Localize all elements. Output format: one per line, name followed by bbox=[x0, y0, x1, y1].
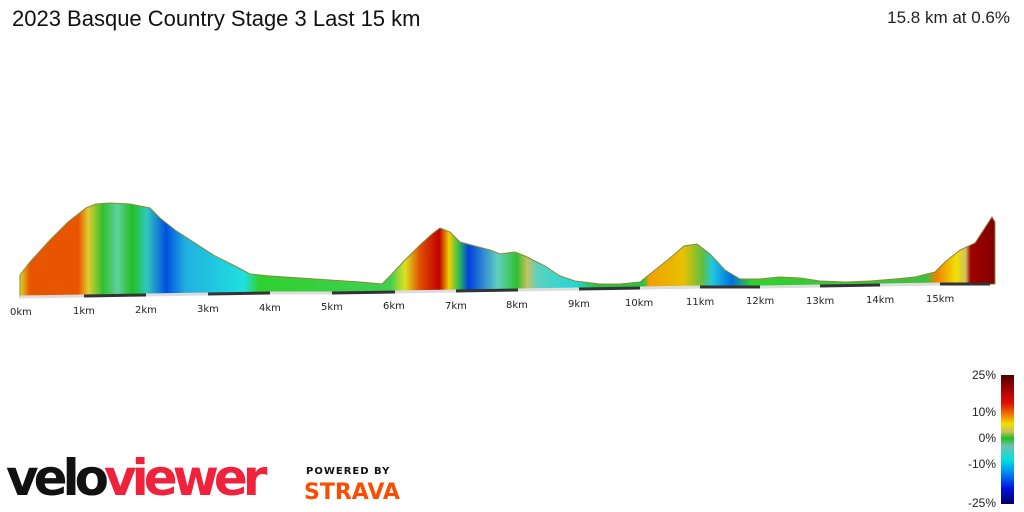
svg-text:5km: 5km bbox=[321, 302, 343, 313]
gradient-color-scale bbox=[1001, 375, 1014, 504]
powered-by-label: POWERED BY bbox=[306, 466, 391, 477]
svg-text:1km: 1km bbox=[73, 306, 95, 317]
route-summary: 15.8 km at 0.6% bbox=[887, 8, 1010, 27]
strava-logo: STRAVA bbox=[304, 480, 400, 505]
svg-text:2km: 2km bbox=[135, 305, 157, 316]
veloviewer-logo: veloviewer bbox=[6, 449, 267, 507]
svg-text:9km: 9km bbox=[568, 299, 590, 310]
legend-label-10: 10% bbox=[971, 405, 996, 419]
svg-text:3km: 3km bbox=[197, 304, 219, 315]
legend-label-minus25: -25% bbox=[967, 496, 996, 510]
legend-label-0: 0% bbox=[978, 431, 996, 445]
x-axis-ticks: 0km 1km 2km 3km 4km 5km 6km 7km 8km 9km … bbox=[10, 294, 954, 318]
svg-text:4km: 4km bbox=[259, 303, 281, 314]
svg-text:14km: 14km bbox=[866, 295, 894, 306]
svg-text:7km: 7km bbox=[445, 301, 467, 312]
distance-baseline bbox=[19, 282, 990, 299]
svg-text:6km: 6km bbox=[383, 301, 405, 312]
svg-text:0km: 0km bbox=[10, 307, 32, 318]
legend-label-25: 25% bbox=[971, 368, 996, 382]
legend-label-minus10: -10% bbox=[967, 457, 996, 471]
svg-text:8km: 8km bbox=[506, 300, 528, 311]
svg-text:12km: 12km bbox=[746, 296, 774, 307]
svg-text:10km: 10km bbox=[625, 298, 653, 309]
elevation-area bbox=[19, 202, 996, 298]
elevation-profile-chart: 0km 1km 2km 3km 4km 5km 6km 7km 8km 9km … bbox=[10, 202, 996, 318]
svg-text:13km: 13km bbox=[806, 296, 834, 307]
page-title: 2023 Basque Country Stage 3 Last 15 km bbox=[12, 6, 421, 31]
svg-text:15km: 15km bbox=[926, 294, 954, 305]
svg-text:11km: 11km bbox=[686, 297, 714, 308]
